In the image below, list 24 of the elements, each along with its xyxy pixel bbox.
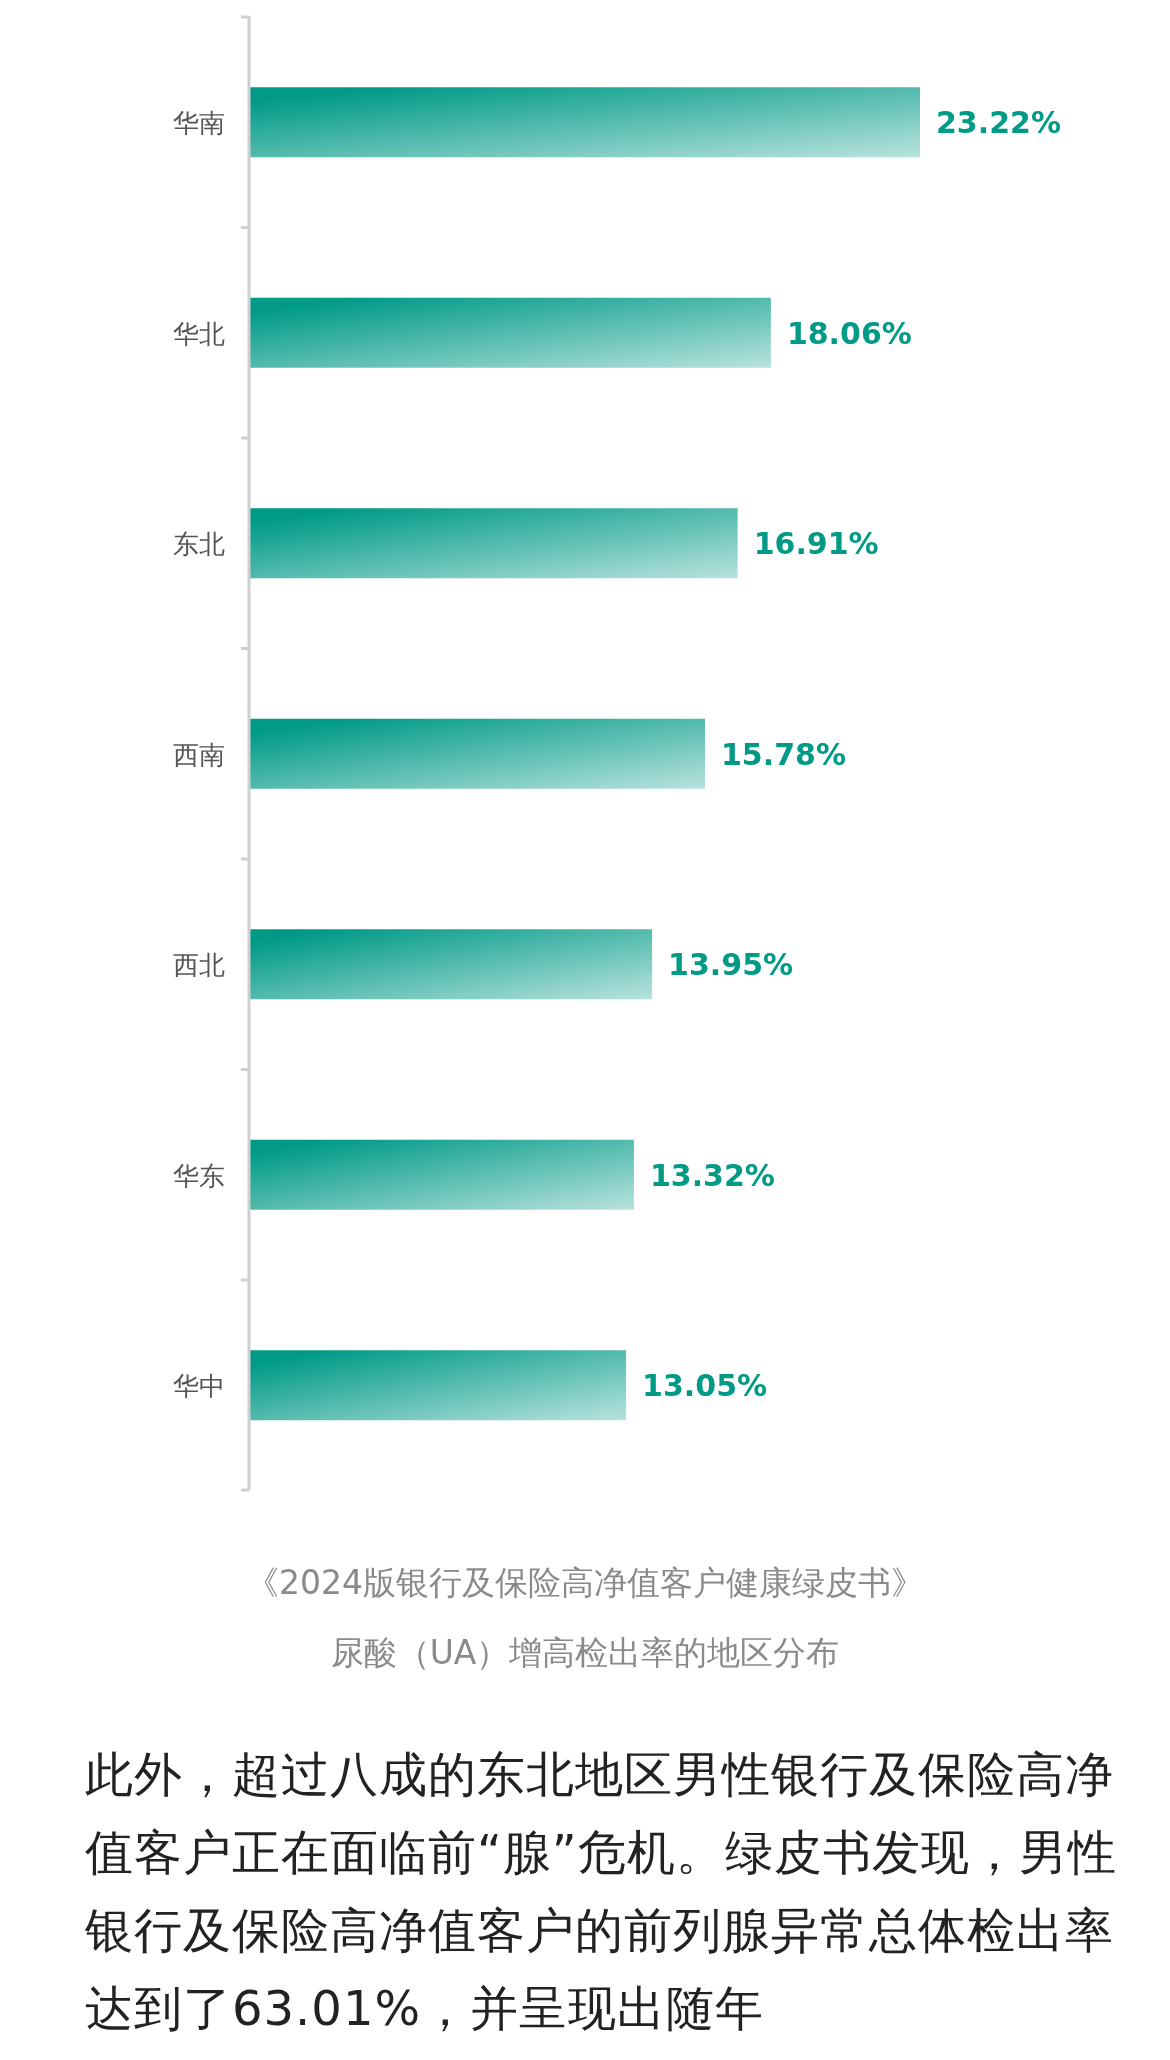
y-tick-label: 东北 (173, 529, 225, 560)
bar (249, 297, 771, 368)
y-tick-label: 华北 (173, 318, 225, 349)
bar (249, 718, 705, 789)
text: 《2024版银行及保险高净值客户健康绿皮书》 (245, 1562, 925, 1604)
bar (249, 1139, 634, 1210)
data-label: 13.95% (668, 947, 794, 983)
data-label: 16.91% (753, 526, 879, 562)
data-label: 18.06% (786, 315, 912, 351)
data-label: 15.78% (721, 736, 846, 772)
bar (249, 929, 653, 1000)
bar (249, 1350, 627, 1421)
y-tick-label: 华中 (173, 1371, 225, 1402)
data-label: 23.22% (936, 105, 1061, 141)
y-tick-label: 华南 (173, 108, 225, 139)
bar (249, 87, 920, 158)
text: 尿酸（UA）增高检出率的地区分布 (329, 1632, 841, 1674)
data-label: 13.05% (642, 1368, 768, 1404)
y-tick-label: 西南 (173, 739, 225, 770)
bar (249, 508, 738, 579)
data-label: 13.32% (649, 1157, 775, 1193)
text: 此外，超过八成的东北地区男性银行及保险高净值客户正在面临前“腺”危机。绿皮书发现，男性银行及保险高净值客户的前列腺异常总体检出率达到了63.01%，并呈现出随年 (85, 1745, 1118, 2038)
y-tick-label: 西北 (173, 950, 225, 981)
y-tick-label: 华东 (173, 1160, 225, 1191)
